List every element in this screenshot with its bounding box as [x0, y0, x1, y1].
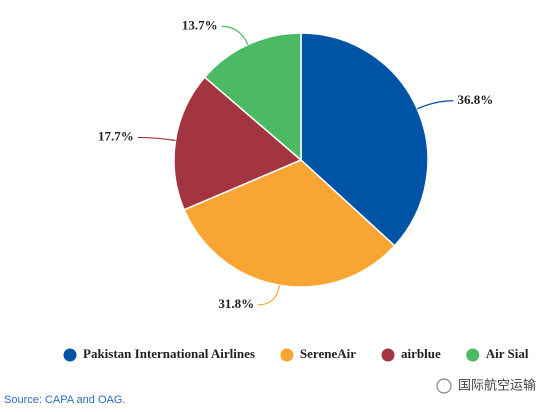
watermark-icon	[436, 378, 452, 394]
data-label: 13.7%	[182, 17, 218, 32]
legend-label: SereneAir	[300, 346, 356, 361]
legend-marker	[466, 348, 480, 362]
data-label: 17.7%	[98, 128, 134, 143]
legend-label: Air Sial	[486, 346, 529, 361]
pie-slice	[300, 32, 429, 247]
watermark: 国际航空运输	[458, 378, 536, 394]
legend: Pakistan International Airlines SereneAir…	[63, 346, 529, 362]
legend-label: Pakistan International Airlines	[83, 346, 255, 361]
data-label: 36.8%	[458, 92, 494, 107]
leader-line	[137, 136, 176, 142]
leader-line	[258, 285, 281, 306]
legend-marker	[381, 348, 395, 362]
pie: 36.8% 31.8% 17.7% 13.7%	[98, 17, 493, 310]
legend-marker	[280, 348, 294, 362]
source-note: Source: CAPA and OAG.	[4, 394, 125, 406]
pie-slice	[183, 159, 396, 288]
legend-label: airblue	[401, 346, 441, 361]
pie-slice	[173, 76, 303, 211]
leader-line	[416, 100, 454, 110]
leader-line	[221, 25, 249, 45]
legend-marker	[63, 348, 77, 362]
data-label: 31.8%	[218, 296, 254, 311]
